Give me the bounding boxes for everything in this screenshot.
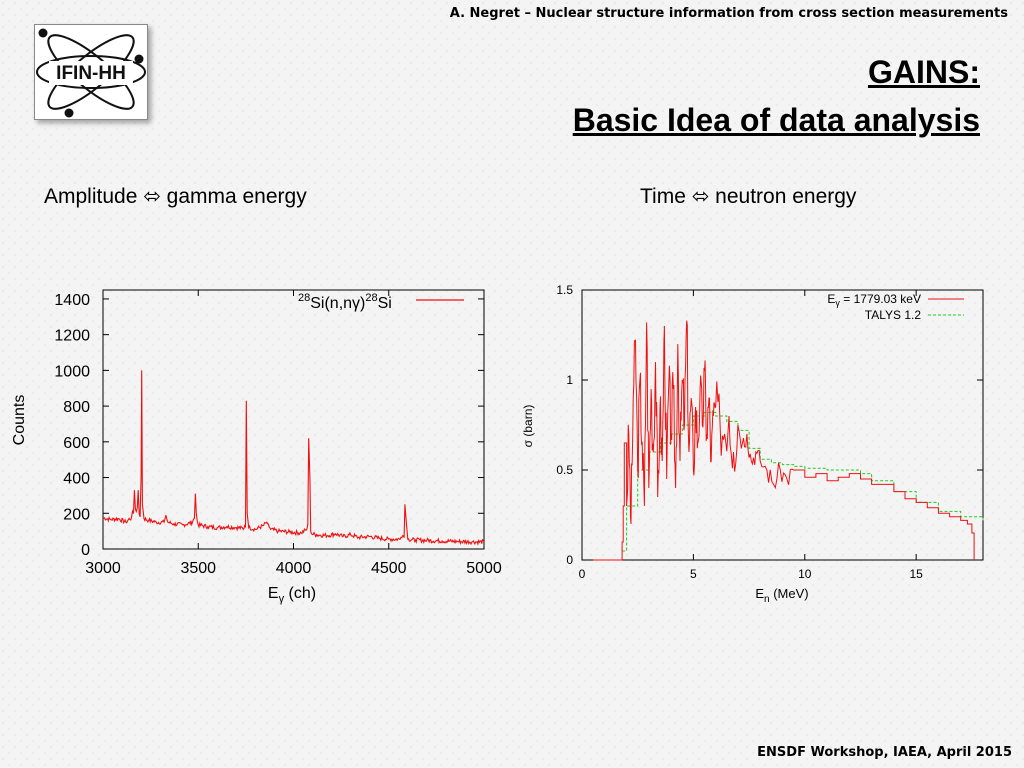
ifin-hh-logo: IFIN-HH xyxy=(34,24,148,120)
svg-text:28Si(n,nγ)28Si: 28Si(n,nγ)28Si xyxy=(298,292,392,312)
legend-prefix: 28 xyxy=(298,292,310,304)
experimental-line xyxy=(593,320,975,561)
x-tick-label: 15 xyxy=(909,567,923,581)
atom-icon xyxy=(36,28,146,118)
slide-title-subtitle: Basic Idea of data analysis xyxy=(572,102,980,138)
x-tick-label: 3500 xyxy=(180,560,216,577)
header-text: A. Negret – Nuclear structure informatio… xyxy=(449,6,1008,21)
x-tick-label: 4000 xyxy=(276,560,312,577)
x-tick-label: 3000 xyxy=(85,560,121,577)
caption-amplitude: Amplitude ⬄ gamma energy xyxy=(44,185,307,208)
gamma-spectrum-chart: 3000 3500 4000 4500 5000 0 200 400 600 800 1000 120… xyxy=(11,289,502,605)
legend-middle: Si(n,nγ) xyxy=(310,295,365,312)
x-tick-label: 0 xyxy=(579,567,586,581)
y-tick-label: 1.5 xyxy=(556,283,573,297)
x-tick-label: 4500 xyxy=(371,560,407,577)
talys-line xyxy=(622,411,984,552)
y-tick-label: 1400 xyxy=(54,292,90,309)
y-tick-label: 0.5 xyxy=(556,463,573,477)
x-axis-label: En (MeV) xyxy=(755,586,808,605)
legend: 28Si(n,nγ)28Si xyxy=(298,292,464,312)
x-tick-label: 10 xyxy=(798,567,812,581)
y-tick-label: 800 xyxy=(63,399,90,416)
y-axis-label: Counts xyxy=(11,395,28,446)
x-tick-label: 5000 xyxy=(466,560,502,577)
footer-text: ENSDF Workshop, IAEA, April 2015 xyxy=(757,745,1012,760)
legend-entry-talys: TALYS 1.2 xyxy=(865,308,922,322)
legend: Eγ = 1779.03 keV TALYS 1.2 xyxy=(827,292,964,322)
legend-super: 28 xyxy=(365,292,377,304)
y-tick-label: 0 xyxy=(81,542,90,559)
y-tick-label: 1200 xyxy=(54,328,90,345)
y-tick-label: 200 xyxy=(63,506,90,523)
plot-frame xyxy=(102,289,485,550)
y-axis-label: σ (barn) xyxy=(521,405,535,448)
plot-frame xyxy=(581,289,984,561)
y-tick-label: 400 xyxy=(63,471,90,488)
logo-text: IFIN-HH xyxy=(56,63,126,84)
cross-section-chart: 0 5 10 15 0 0.5 1 1.5 Eγ = 1779.03 keV TALYS 1.… xyxy=(521,283,984,605)
y-tick-label: 1000 xyxy=(54,363,90,380)
caption-time: Time ⬄ neutron energy xyxy=(640,185,857,208)
y-tick-label: 600 xyxy=(63,435,90,452)
x-axis-label: Eγ (ch) xyxy=(268,585,316,605)
y-tick-label: 1 xyxy=(566,373,573,387)
y-tick-label: 0 xyxy=(566,553,573,567)
x-tick-label: 5 xyxy=(690,567,697,581)
legend-entry-exp: Eγ = 1779.03 keV xyxy=(827,292,921,308)
legend-suffix: Si xyxy=(378,295,392,312)
spectrum-line xyxy=(102,370,485,546)
slide-title-gains: GAINS: xyxy=(868,54,980,90)
